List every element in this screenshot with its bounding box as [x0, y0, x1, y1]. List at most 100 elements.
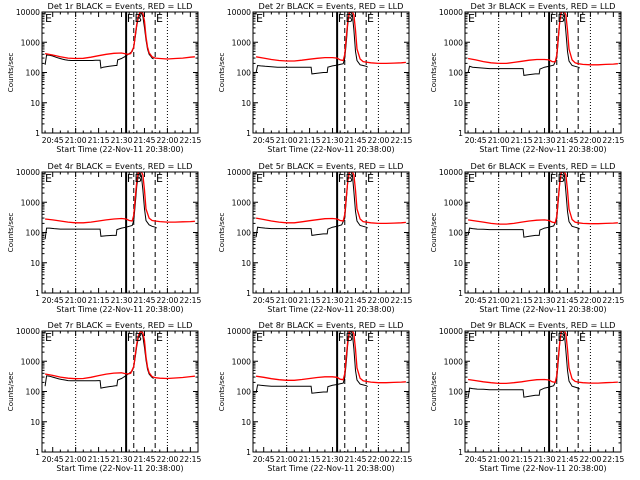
y-tick-label: 1 — [246, 129, 251, 138]
plot-frame — [464, 330, 622, 453]
series-group — [467, 172, 618, 238]
panel-title: Det 7r BLACK = Events, RED = LLD — [48, 320, 193, 330]
y-tick-label: 10 — [30, 259, 40, 268]
panel-title: Det 6r BLACK = Events, RED = LLD — [471, 161, 616, 171]
y-tick-label: 1000 — [444, 198, 463, 207]
events-series-line — [255, 172, 368, 238]
x-tick-label: 20:45 — [465, 296, 487, 305]
plot-frame — [41, 171, 199, 294]
y-tick-label: 1000 — [232, 198, 251, 207]
x-tick-label: 22:00 — [367, 455, 389, 464]
x-axis-label: Start Time (22-Nov-11 20:38:00) — [267, 305, 394, 314]
panel-title: Det 2r BLACK = Events, RED = LLD — [259, 1, 404, 11]
y-tick-label: 1 — [35, 129, 40, 138]
panel-title: Det 5r BLACK = Events, RED = LLD — [259, 161, 404, 171]
marker-label: B — [135, 172, 143, 185]
marker-label: B — [135, 331, 143, 344]
y-tick-label: 10000 — [439, 168, 463, 177]
marker-label: F — [338, 12, 344, 25]
x-axis-label: Start Time (22-Nov-11 20:38:00) — [267, 464, 394, 473]
x-tick-label: 21:00 — [276, 455, 298, 464]
y-axis-label: Counts/sec — [429, 213, 438, 253]
x-tick-label: 20:45 — [465, 136, 487, 145]
x-tick-label: 21:45 — [557, 136, 579, 145]
events-series-line — [44, 12, 154, 69]
lld-series-line — [255, 172, 406, 225]
marker-lines — [498, 172, 591, 293]
x-tick-label: 21:45 — [134, 136, 156, 145]
marker-label: E — [579, 331, 586, 344]
marker-label: E — [367, 331, 374, 344]
x-tick-label: 21:15 — [511, 455, 533, 464]
panel-title: Det 8r BLACK = Events, RED = LLD — [259, 320, 404, 330]
x-tick-label: 20:45 — [42, 136, 64, 145]
y-tick-label: 1 — [35, 289, 40, 298]
marker-label: E — [367, 12, 374, 25]
y-axis-label: Counts/sec — [429, 53, 438, 93]
x-tick-label: 22:15 — [179, 296, 201, 305]
x-tick-label: 22:15 — [602, 455, 624, 464]
lld-series-line — [468, 331, 618, 385]
x-tick-label: 22:15 — [179, 136, 201, 145]
lld-series-line — [44, 331, 195, 380]
y-tick-label: 100 — [237, 229, 252, 238]
x-tick-label: 21:30 — [322, 296, 344, 305]
x-tick-label: 21:00 — [65, 455, 87, 464]
x-tick-label: 21:15 — [299, 136, 321, 145]
marker-label: F — [127, 12, 133, 25]
y-tick-label: 1000 — [21, 38, 40, 47]
x-axis-label: Start Time (22-Nov-11 20:38:00) — [479, 464, 606, 473]
x-tick-label: 22:00 — [367, 296, 389, 305]
y-tick-label: 100 — [237, 69, 252, 78]
y-tick-label: 1 — [458, 448, 463, 457]
x-tick-label: 22:00 — [579, 296, 601, 305]
marker-label: E — [579, 12, 586, 25]
marker-label: E — [256, 172, 263, 185]
x-tick-label: 21:00 — [65, 136, 87, 145]
marker-label: B — [558, 172, 566, 185]
x-tick-label: 21:15 — [88, 296, 110, 305]
y-tick-label: 100 — [449, 69, 464, 78]
events-series-line — [467, 331, 580, 399]
x-tick-label: 21:00 — [276, 296, 298, 305]
events-series-line — [255, 331, 368, 394]
marker-lines — [286, 331, 379, 452]
x-tick-label: 20:45 — [42, 455, 64, 464]
lld-series-line — [468, 172, 618, 225]
series-group — [255, 12, 406, 75]
x-tick-label: 21:30 — [322, 455, 344, 464]
events-series-line — [467, 172, 580, 238]
x-tick-label: 21:00 — [488, 455, 510, 464]
y-axis-label: Counts/sec — [429, 372, 438, 412]
x-tick-label: 22:00 — [156, 296, 178, 305]
x-tick-label: 21:00 — [65, 296, 87, 305]
marker-label: E — [156, 331, 163, 344]
y-tick-label: 10000 — [16, 8, 40, 17]
x-tick-label: 21:30 — [111, 136, 133, 145]
y-tick-label: 1000 — [232, 357, 251, 366]
y-tick-label: 100 — [26, 69, 41, 78]
events-series-line — [467, 12, 580, 76]
y-tick-label: 100 — [237, 388, 252, 397]
x-tick-label: 21:00 — [488, 136, 510, 145]
y-tick-label: 10 — [241, 418, 251, 427]
x-tick-label: 22:15 — [390, 296, 412, 305]
marker-label: B — [346, 331, 354, 344]
y-tick-label: 100 — [26, 229, 41, 238]
x-tick-label: 22:15 — [390, 136, 412, 145]
x-tick-label: 22:00 — [579, 455, 601, 464]
marker-label: B — [135, 12, 143, 25]
y-axis-label: Counts/sec — [6, 53, 15, 93]
x-tick-label: 22:00 — [156, 455, 178, 464]
marker-lines — [286, 172, 379, 293]
y-tick-label: 1000 — [444, 38, 463, 47]
marker-label: E — [156, 12, 163, 25]
y-tick-label: 10 — [453, 259, 463, 268]
y-axis-label: Counts/sec — [6, 372, 15, 412]
y-tick-label: 100 — [449, 388, 464, 397]
plot-frame — [464, 11, 622, 134]
marker-label: E — [579, 172, 586, 185]
